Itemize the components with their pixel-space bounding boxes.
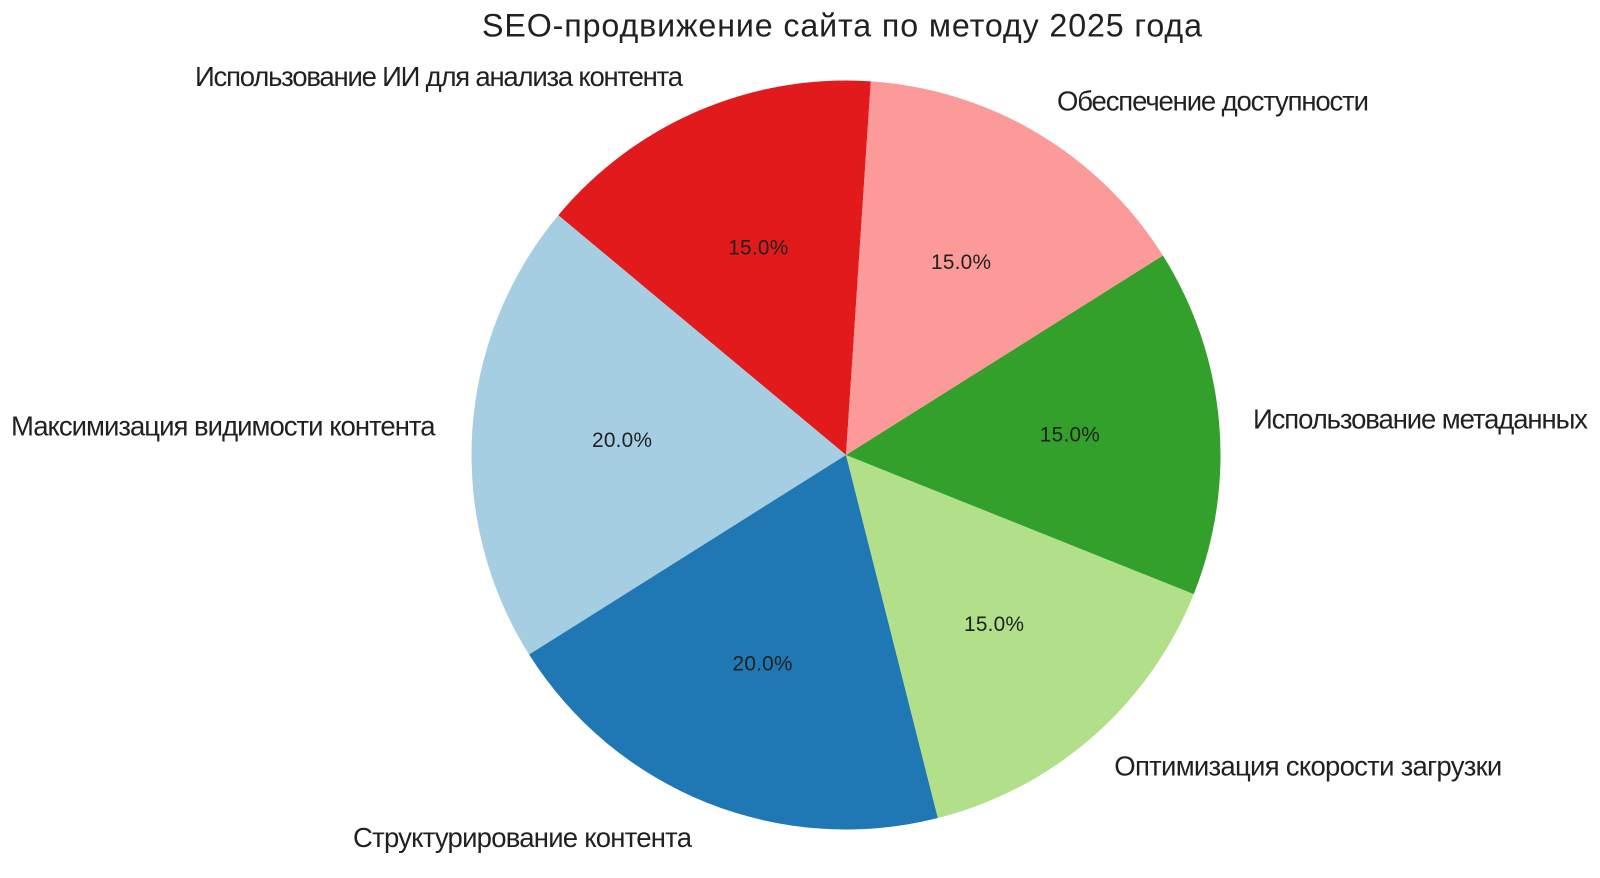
svg-text:20.0%: 20.0% (592, 429, 652, 452)
svg-text:20.0%: 20.0% (733, 653, 793, 676)
svg-text:Обеспечение доступности: Обеспечение доступности (1057, 86, 1369, 117)
svg-text:15.0%: 15.0% (931, 251, 991, 274)
svg-text:15.0%: 15.0% (964, 613, 1024, 636)
svg-text:SEO-продвижение сайта по метод: SEO-продвижение сайта по методу 2025 год… (482, 7, 1202, 43)
svg-text:15.0%: 15.0% (1040, 424, 1100, 447)
svg-text:Структурирование контента: Структурирование контента (353, 822, 693, 853)
svg-text:Максимизация видимости контент: Максимизация видимости контента (11, 410, 436, 441)
svg-text:Оптимизация скорости загрузки: Оптимизация скорости загрузки (1114, 750, 1502, 781)
svg-text:Использование метаданных: Использование метаданных (1253, 403, 1588, 434)
svg-text:Использование ИИ для анализа к: Использование ИИ для анализа контента (195, 61, 684, 92)
svg-text:15.0%: 15.0% (728, 237, 788, 260)
